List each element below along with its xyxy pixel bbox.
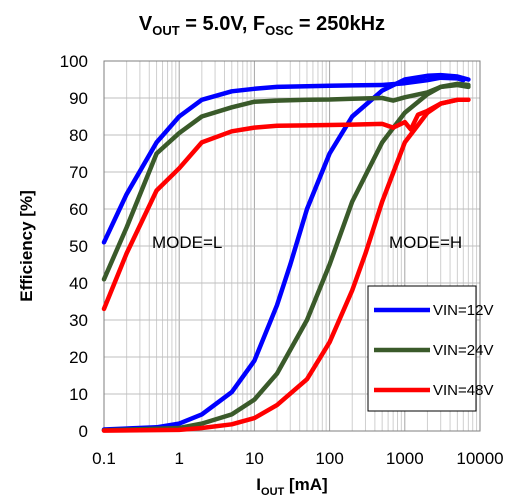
- x-tick-label: 1: [174, 449, 183, 468]
- y-tick-label: 0: [79, 422, 88, 441]
- legend-label: VIN=24V: [433, 342, 493, 359]
- series-layer: [101, 72, 471, 433]
- mode-l-annotation: MODE=L: [152, 233, 222, 252]
- x-axis-label-main: I: [256, 475, 261, 494]
- x-tick-labels: 0.1 1 10 100 1000 10000: [92, 449, 503, 468]
- y-axis-label: Efficiency [%]: [17, 190, 36, 301]
- y-tick-label: 20: [69, 348, 88, 367]
- y-tick-label: 10: [69, 385, 88, 404]
- title-f-rest: = 250kHz: [293, 13, 385, 35]
- x-tick-label: 100: [315, 449, 343, 468]
- x-axis-label-rest: [mA]: [284, 475, 327, 494]
- y-tick-label: 100: [60, 52, 88, 71]
- plot-area: [101, 60, 481, 433]
- x-tick-label: 10000: [456, 449, 503, 468]
- y-tick-label: 70: [69, 163, 88, 182]
- title-v-sub: OUT: [152, 23, 180, 38]
- y-tick-label: 40: [69, 274, 88, 293]
- y-tick-label: 80: [69, 126, 88, 145]
- x-tick-label: 1000: [386, 449, 424, 468]
- x-tick-label: 10: [245, 449, 264, 468]
- title-f-sub: OSC: [265, 23, 294, 38]
- legend-items: VIN=12V VIN=24V VIN=48V: [374, 302, 493, 399]
- y-tick-labels: 0 10 20 30 40 50 60 70 80 90 100: [60, 52, 88, 441]
- y-tick-label: 90: [69, 89, 88, 108]
- legend-label: VIN=12V: [433, 302, 493, 319]
- plot-border: [103, 60, 481, 432]
- series-line-vin-12v-mode-l: [101, 75, 466, 245]
- title-v: V: [139, 13, 153, 35]
- legend: VIN=12V VIN=24V VIN=48V: [367, 285, 493, 412]
- y-tick-label: 50: [69, 237, 88, 256]
- y-tick-label: 60: [69, 200, 88, 219]
- y-tick-label: 30: [69, 311, 88, 330]
- series-line-vin-48v-mode-h: [101, 97, 471, 433]
- x-tick-label: 0.1: [92, 449, 116, 468]
- x-axis-label-sub: OUT: [261, 486, 285, 498]
- x-axis-label: IOUT [mA]: [256, 475, 327, 498]
- title-v-rest: = 5.0V, F: [180, 13, 265, 35]
- legend-label: VIN=48V: [433, 382, 493, 399]
- chart-title: VOUT = 5.0V, FOSC = 250kHz: [139, 13, 385, 38]
- series-line-vin-12v-mode-h: [101, 72, 471, 432]
- series-line-vin-24v-mode-h: [101, 81, 471, 433]
- mode-h-annotation: MODE=H: [389, 233, 462, 252]
